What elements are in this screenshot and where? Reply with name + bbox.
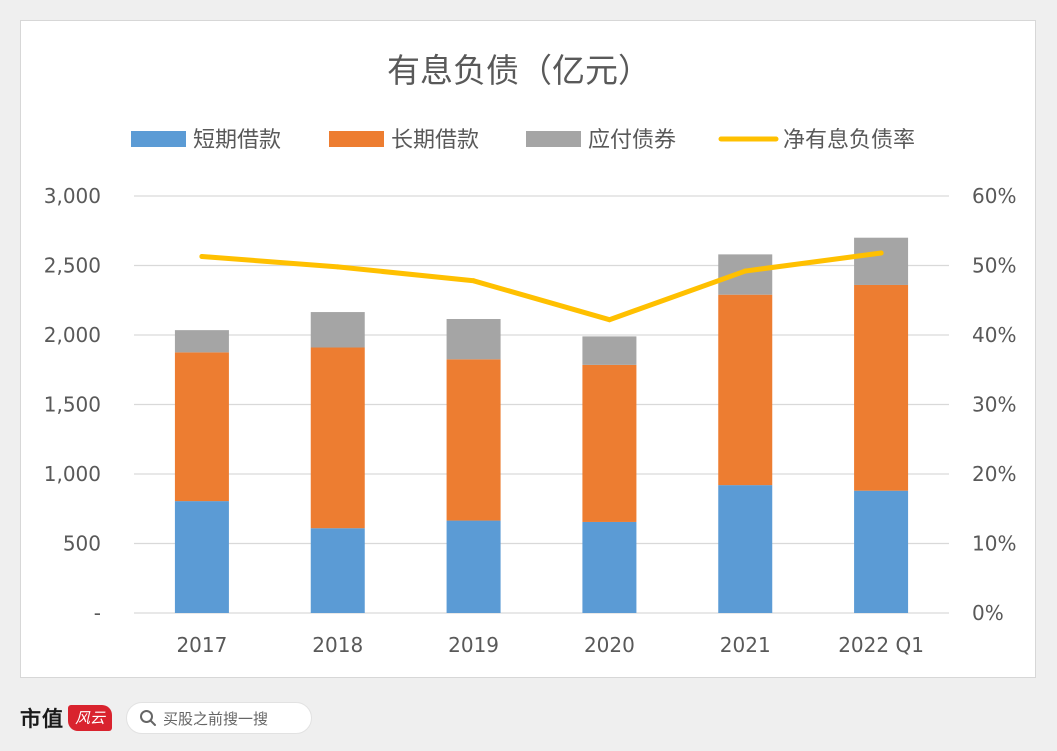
- bar-segment: [854, 284, 909, 491]
- x-tick-label: 2021: [720, 633, 771, 657]
- y-left-tick-label: 1,500: [44, 393, 101, 417]
- line-layer: [199, 250, 884, 323]
- brand-logo: 风云: [68, 705, 112, 731]
- y-right-tick-label: 50%: [972, 254, 1016, 278]
- line-series: [199, 250, 884, 323]
- legend-label: 长期借款: [391, 128, 479, 153]
- bar-segment: [718, 485, 773, 613]
- bar-segment: [854, 237, 909, 285]
- legend-swatch: [329, 131, 384, 147]
- bar-segment: [718, 254, 773, 295]
- line-point: [199, 253, 205, 259]
- line-point: [471, 278, 477, 284]
- bar-segment: [854, 490, 909, 613]
- y-right-tick-label: 40%: [972, 323, 1016, 347]
- footer: 市值 风云 买股之前搜一搜: [20, 700, 420, 736]
- legend-swatch: [526, 131, 581, 147]
- chart-title: 有息负债（亿元）: [387, 51, 651, 90]
- brand-name: 市值: [20, 706, 64, 731]
- legend-swatch: [131, 131, 186, 147]
- y-left-tick-label: 3,000: [44, 184, 101, 208]
- x-tick-label: 2019: [448, 633, 499, 657]
- x-tick-label: 2017: [176, 633, 227, 657]
- x-tick-label: 2022 Q1: [838, 633, 924, 657]
- y-right-tick-label: 0%: [972, 601, 1004, 625]
- bar-segment: [446, 520, 501, 613]
- bar-segment: [582, 336, 637, 365]
- bar-segment: [582, 364, 637, 522]
- bar-segment: [310, 347, 365, 529]
- x-tick-label: 2018: [312, 633, 363, 657]
- chart-card: 有息负债（亿元） - 0% 500 10% 1,000 20% 1,500 30% 2,000 4…: [20, 20, 1036, 678]
- bar-segment: [174, 501, 229, 613]
- bar-segment: [446, 319, 501, 360]
- axis-labels: - 0% 500 10% 1,000 20% 1,500 30% 2,000 40% 2,500 50…: [44, 184, 1017, 657]
- line-point: [335, 264, 341, 270]
- bar-segment: [310, 312, 365, 348]
- bar-segment: [174, 352, 229, 502]
- bar-segment: [582, 521, 637, 613]
- y-left-tick-label: 2,500: [44, 254, 101, 278]
- search-text: 买股之前搜一搜: [163, 709, 269, 728]
- chart-area: 有息负债（亿元） - 0% 500 10% 1,000 20% 1,500 30% 2,000 4…: [44, 51, 1017, 657]
- bars-layer: [174, 237, 909, 613]
- grid-lines: [134, 195, 949, 614]
- bar-segment: [310, 528, 365, 613]
- bar-segment: [718, 294, 773, 486]
- legend: 短期借款 长期借款 应付债券 净有息负债率: [131, 128, 915, 153]
- search-icon: [140, 710, 156, 726]
- search-button[interactable]: 买股之前搜一搜: [126, 702, 312, 734]
- legend-label: 净有息负债率: [783, 128, 915, 153]
- bar-segment: [446, 359, 501, 521]
- y-right-tick-label: 20%: [972, 462, 1016, 486]
- x-tick-label: 2020: [584, 633, 635, 657]
- line-point: [878, 250, 884, 256]
- y-left-tick-label: -: [94, 601, 101, 625]
- y-left-tick-label: 1,000: [44, 462, 101, 486]
- y-left-tick-label: 2,000: [44, 323, 101, 347]
- legend-label: 应付债券: [588, 128, 676, 153]
- y-right-tick-label: 10%: [972, 532, 1016, 556]
- bar-segment: [174, 330, 229, 353]
- line-point: [742, 268, 748, 274]
- line-point: [606, 317, 612, 323]
- y-right-tick-label: 60%: [972, 184, 1016, 208]
- legend-label: 短期借款: [193, 128, 281, 153]
- y-left-tick-label: 500: [63, 532, 101, 556]
- y-right-tick-label: 30%: [972, 393, 1016, 417]
